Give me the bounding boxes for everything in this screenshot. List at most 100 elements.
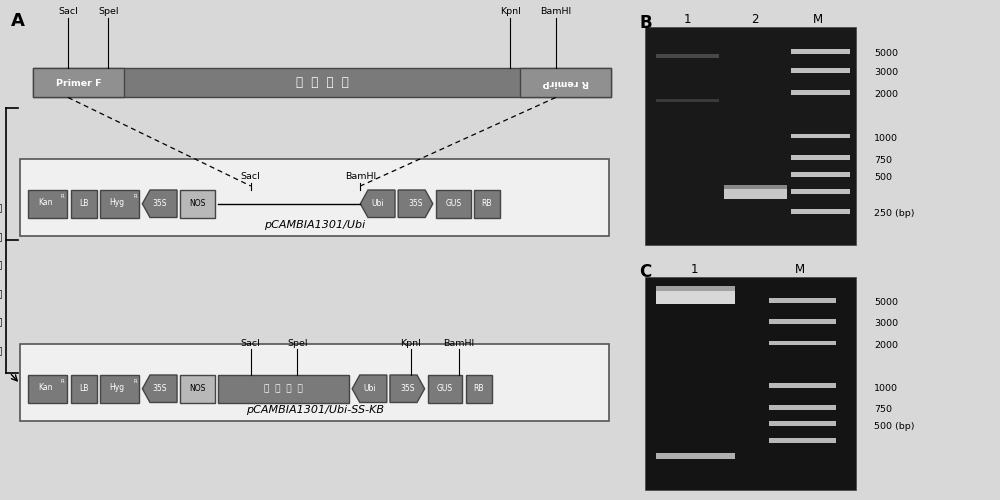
Text: 接: 接 [0, 345, 2, 355]
Text: Hyg: Hyg [109, 198, 124, 206]
Text: C: C [639, 264, 651, 281]
Text: NOS: NOS [189, 384, 206, 393]
Text: 750: 750 [874, 405, 892, 414]
Text: 500 (bp): 500 (bp) [874, 422, 914, 430]
Text: 250 (bp): 250 (bp) [874, 209, 914, 218]
Text: GUS: GUS [445, 199, 461, 208]
Bar [791, 68, 850, 73]
Bar [768, 438, 836, 443]
Text: Kan: Kan [39, 383, 53, 392]
Text: NOS: NOS [189, 199, 206, 208]
Text: 2000: 2000 [874, 90, 898, 100]
Bar [768, 422, 836, 426]
Polygon shape [352, 375, 387, 402]
Bar [768, 384, 836, 388]
Text: 35S: 35S [400, 384, 415, 393]
Text: 切: 切 [0, 260, 2, 270]
Text: 2: 2 [751, 13, 759, 26]
Text: 500: 500 [874, 173, 892, 182]
Text: 35S: 35S [408, 199, 423, 208]
Text: SacI: SacI [241, 172, 261, 181]
Text: 750: 750 [874, 156, 892, 165]
Bar [28, 190, 67, 218]
Text: 35S: 35S [152, 199, 167, 208]
Text: 2000: 2000 [874, 341, 898, 350]
Text: BamHI: BamHI [540, 7, 571, 16]
Text: 3000: 3000 [874, 68, 898, 78]
Text: Hyg: Hyg [109, 383, 124, 392]
Bar [768, 340, 836, 345]
Text: 后: 后 [0, 288, 2, 298]
Text: BamHI: BamHI [345, 172, 376, 181]
Bar [791, 190, 850, 194]
Text: SpeI: SpeI [287, 338, 308, 347]
Text: LB: LB [79, 199, 88, 208]
Bar [100, 190, 139, 218]
Text: M: M [795, 263, 805, 276]
Bar [180, 375, 215, 402]
Bar [20, 344, 609, 421]
Bar [428, 375, 462, 402]
Bar [768, 405, 836, 409]
Text: R: R [61, 378, 64, 384]
Text: 1000: 1000 [874, 134, 898, 143]
Bar [791, 90, 850, 95]
Bar [436, 190, 471, 218]
Bar [791, 156, 850, 160]
Bar [33, 68, 611, 98]
Bar [466, 375, 492, 402]
Bar [656, 290, 735, 304]
Text: RB: RB [474, 384, 484, 393]
Text: M: M [813, 13, 823, 26]
Text: SacI: SacI [58, 7, 78, 16]
Text: R remirP: R remirP [542, 78, 589, 88]
Bar [791, 209, 850, 214]
Text: 1000: 1000 [874, 384, 898, 392]
Text: KpnI: KpnI [500, 7, 521, 16]
Text: KpnI: KpnI [400, 338, 421, 347]
Bar [71, 375, 97, 402]
Bar [28, 375, 67, 402]
Polygon shape [398, 190, 433, 218]
Text: 5000: 5000 [874, 49, 898, 58]
Text: Ubi: Ubi [371, 199, 384, 208]
Text: R: R [61, 194, 64, 198]
Text: 双: 双 [0, 202, 2, 212]
Polygon shape [142, 375, 177, 402]
Text: pCAMBIA1301/Ubi-SS-KB: pCAMBIA1301/Ubi-SS-KB [246, 405, 384, 415]
Bar [791, 134, 850, 138]
Text: RB: RB [482, 199, 492, 208]
Bar [724, 186, 786, 189]
Text: LB: LB [79, 384, 88, 393]
Bar [474, 190, 500, 218]
Bar [218, 375, 349, 402]
Text: 5000: 5000 [874, 298, 898, 307]
Text: 辅  助  片  段: 辅 助 片 段 [296, 76, 348, 90]
Text: GUS: GUS [437, 384, 453, 393]
Text: SpeI: SpeI [98, 7, 119, 16]
Bar [520, 68, 611, 98]
Bar [791, 172, 850, 178]
Bar [656, 286, 735, 291]
Text: Kan: Kan [39, 198, 53, 206]
Polygon shape [142, 190, 177, 218]
Text: R: R [133, 378, 137, 384]
Bar [71, 190, 97, 218]
Text: 3000: 3000 [874, 320, 898, 328]
Text: 连: 连 [0, 316, 2, 326]
Text: 1: 1 [684, 13, 691, 26]
Text: 35S: 35S [152, 384, 167, 393]
Text: Ubi: Ubi [363, 384, 376, 393]
Text: B: B [639, 14, 652, 32]
Text: pCAMBIA1301/Ubi: pCAMBIA1301/Ubi [264, 220, 365, 230]
Bar [100, 375, 139, 402]
Text: BamHI: BamHI [443, 338, 474, 347]
Polygon shape [390, 375, 425, 402]
Bar [180, 190, 215, 218]
Text: Primer F: Primer F [56, 78, 101, 88]
Bar [20, 158, 609, 236]
Bar [791, 48, 850, 54]
Bar [768, 298, 836, 302]
Text: 1: 1 [690, 263, 698, 276]
Bar [656, 54, 719, 58]
